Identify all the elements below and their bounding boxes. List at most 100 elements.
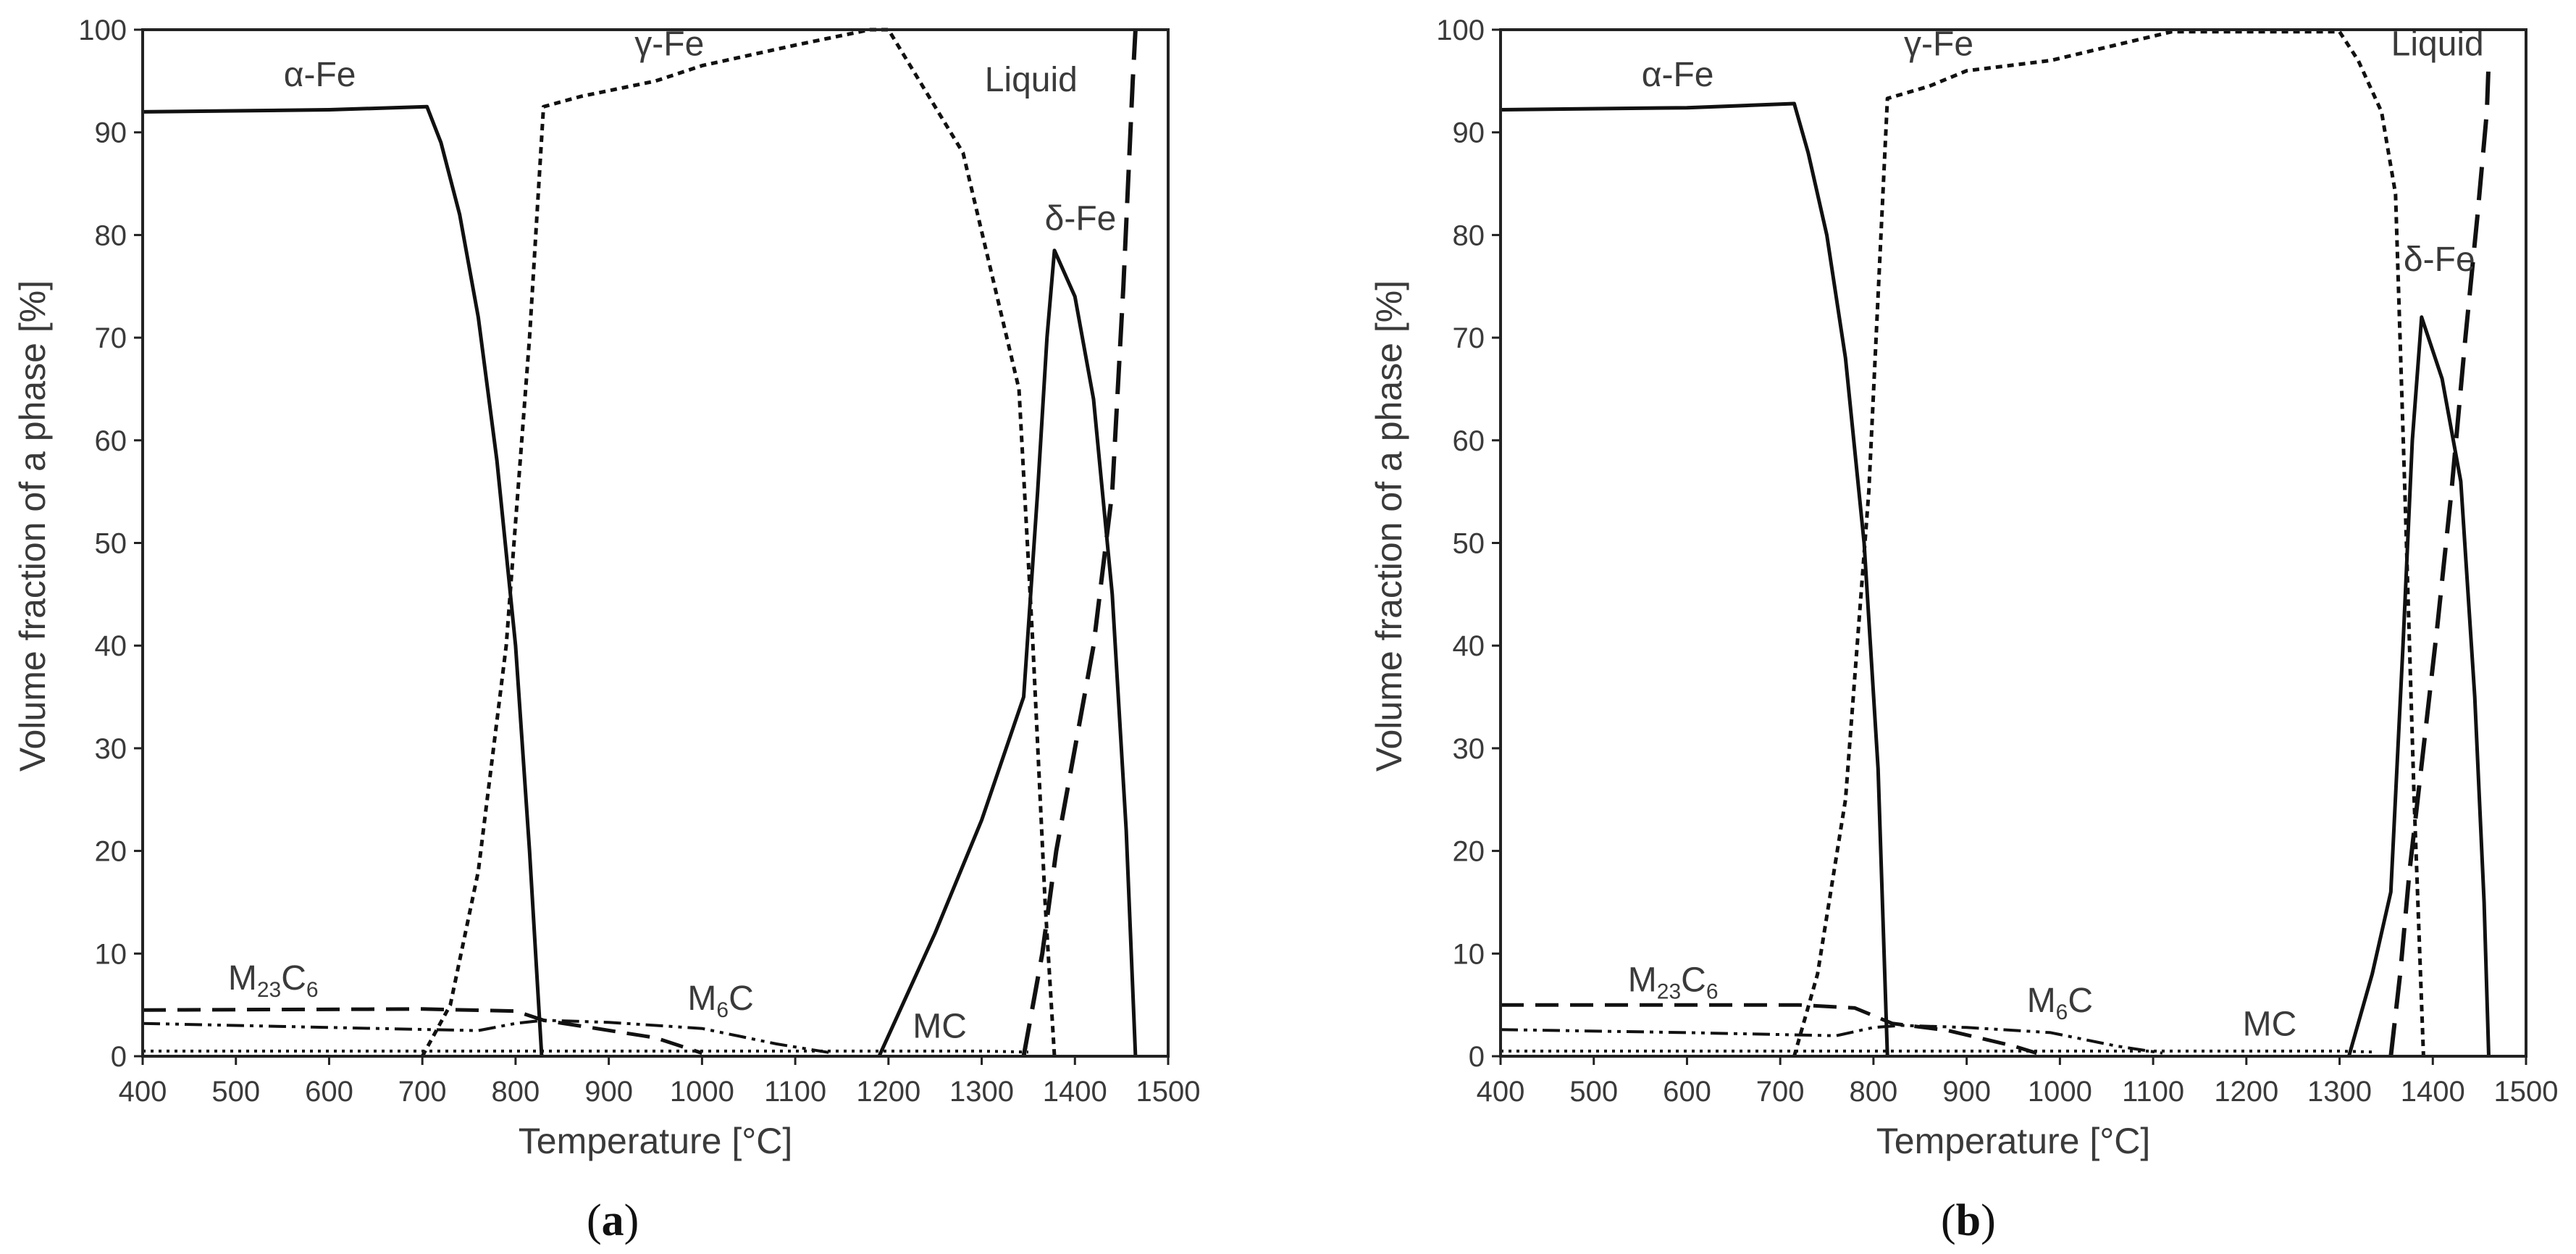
annotation-a-liquid: Liquid [985, 61, 1078, 99]
x-tick-label-b-1200: 1200 [2214, 1076, 2278, 1108]
x-axis-title-b: Temperature [°C] [1876, 1121, 2150, 1161]
plot-frame-a [141, 28, 1170, 1058]
annotation-a-m6c: M6C [687, 979, 753, 1022]
panel-label-a: (a) [587, 1196, 639, 1245]
x-tick-label-a-600: 600 [305, 1076, 353, 1108]
x-ticks-b: 400 500 600 700 800 900 1000 1100 1200 1300 1400 15… [1477, 1056, 2559, 1108]
annotation-b-m23c6: M23C6 [1628, 961, 1719, 1004]
y-tick-label-b-60: 60 [1453, 425, 1485, 457]
y-tick-label-b-30: 30 [1453, 733, 1485, 765]
y-tick-label-a-20: 20 [95, 836, 127, 868]
y-tick-label-b-50: 50 [1453, 528, 1485, 560]
series-line-b-alpha-fe [1500, 101, 1889, 1057]
annotation-b-4-text: M [1628, 961, 1657, 1000]
annotation-b-m6c: M6C [2027, 982, 2093, 1024]
x-tick-label-b-500: 500 [1569, 1076, 1618, 1108]
annotation-a-delta-fe: δ-Fe [1045, 199, 1117, 238]
x-ticks-a: 400 500 600 700 800 900 1000 1100 1200 1300 1400 15… [119, 1056, 1201, 1108]
series-line-b-delta-fe [2346, 315, 2491, 1057]
x-tick-label-b-1500: 1500 [2494, 1076, 2559, 1108]
y-axis-title-b: Volume fraction of a phase [%] [1369, 280, 1409, 772]
y-tick-label-b-100: 100 [1436, 14, 1485, 46]
y-tick-label-a-10: 10 [95, 938, 127, 970]
annotation-b-5-text: M [2027, 982, 2056, 1020]
x-tick-label-a-1100: 1100 [764, 1076, 826, 1108]
series-line-a-liquid [1021, 29, 1138, 1057]
annotation-a-4-sub: 23 [257, 978, 281, 1002]
annotation-a-4-sub2: 6 [306, 978, 319, 1002]
y-tick-label-b-70: 70 [1453, 322, 1485, 354]
annotation-b-4-after: C [1681, 961, 1706, 1000]
annotation-b-4-sub2: 6 [1706, 980, 1719, 1004]
series-line-a-delta-fe [877, 248, 1138, 1058]
series-line-b-liquid [2388, 60, 2491, 1057]
y-tick-label-b-0: 0 [1469, 1041, 1485, 1073]
series-line-a-m6c [142, 1019, 833, 1055]
y-tick-label-a-30: 30 [95, 733, 127, 765]
y-tick-label-a-60: 60 [95, 425, 127, 457]
y-tick-label-a-0: 0 [111, 1041, 127, 1073]
annotation-a-5-after: C [729, 979, 754, 1018]
x-tick-label-b-900: 900 [1942, 1076, 1991, 1108]
x-tick-label-b-1000: 1000 [2028, 1076, 2092, 1108]
panel-label-b: (b) [1941, 1196, 1996, 1245]
y-tick-label-b-10: 10 [1453, 938, 1485, 970]
series-b [1500, 30, 2491, 1057]
y-axis-title-a: Volume fraction of a phase [%] [12, 280, 53, 772]
annotation-b-4-sub: 23 [1657, 980, 1681, 1004]
annotation-b-5-sub: 6 [2056, 1000, 2068, 1024]
y-ticks-a: 0 10 20 30 40 50 60 70 80 90 100 [78, 14, 143, 1073]
x-tick-label-b-1400: 1400 [2401, 1076, 2465, 1108]
annotation-a-4-after: C [281, 959, 306, 998]
y-tick-label-b-40: 40 [1453, 630, 1485, 662]
series-line-a-gamma-fe [421, 28, 1057, 1058]
x-tick-label-a-400: 400 [119, 1076, 167, 1108]
x-tick-label-b-400: 400 [1477, 1076, 1525, 1108]
x-tick-label-b-1300: 1300 [2307, 1076, 2372, 1108]
annotation-b-gamma-fe: γ-Fe [1904, 25, 1973, 63]
panel-label-letter-a: a [602, 1196, 624, 1245]
annotation-b-5-after: C [2068, 982, 2093, 1020]
x-tick-label-a-500: 500 [211, 1076, 260, 1108]
y-tick-label-a-50: 50 [95, 528, 127, 560]
annotation-b-delta-fe: δ-Fe [2404, 241, 2475, 279]
x-tick-label-b-800: 800 [1850, 1076, 1898, 1108]
annotation-a-m23c6: M23C6 [228, 959, 319, 1002]
annotation-a-4-text: M [228, 959, 257, 998]
annotation-a-5-sub: 6 [716, 998, 729, 1022]
y-tick-label-a-100: 100 [78, 14, 127, 46]
x-tick-label-a-700: 700 [398, 1076, 447, 1108]
x-tick-label-b-700: 700 [1756, 1076, 1805, 1108]
chart-panel-a: Volume fraction of a phase [%] 0 10 20 30 40… [12, 14, 1200, 1245]
annotation-a-mc: MC [912, 1007, 967, 1045]
x-tick-label-a-1500: 1500 [1136, 1076, 1201, 1108]
annotation-b-alpha-fe: α-Fe [1642, 56, 1714, 94]
y-tick-label-b-20: 20 [1453, 836, 1485, 868]
x-tick-label-a-1200: 1200 [856, 1076, 920, 1108]
x-tick-label-a-800: 800 [492, 1076, 540, 1108]
x-tick-label-b-600: 600 [1663, 1076, 1711, 1108]
series-a [142, 28, 1138, 1058]
x-tick-label-b-1100: 1100 [2122, 1076, 2184, 1108]
y-tick-label-b-90: 90 [1453, 117, 1485, 149]
x-tick-label-a-1300: 1300 [949, 1076, 1014, 1108]
y-tick-label-a-90: 90 [95, 117, 127, 149]
series-line-b-mc [1501, 1049, 2378, 1054]
series-line-a-mc [143, 1049, 1028, 1054]
annotation-a-gamma-fe: γ-Fe [634, 25, 704, 63]
y-tick-label-a-80: 80 [95, 220, 127, 251]
series-line-b-m23c6 [1501, 1003, 2037, 1056]
y-tick-label-a-70: 70 [95, 322, 127, 354]
annotation-b-liquid: Liquid [2391, 25, 2484, 63]
y-tick-label-a-40: 40 [95, 630, 127, 662]
series-line-a-alpha-fe [142, 104, 544, 1057]
chart-panel-b: Volume fraction of a phase [%] 0 10 20 30 40… [1369, 14, 2558, 1245]
plot-frame-b [1499, 28, 2527, 1058]
y-ticks-b: 0 10 20 30 40 50 60 70 80 90 100 [1436, 14, 1501, 1073]
series-line-b-gamma-fe [1792, 30, 2425, 1057]
x-axis-title-a: Temperature [°C] [519, 1121, 792, 1161]
annotation-a-5-text: M [687, 979, 716, 1018]
